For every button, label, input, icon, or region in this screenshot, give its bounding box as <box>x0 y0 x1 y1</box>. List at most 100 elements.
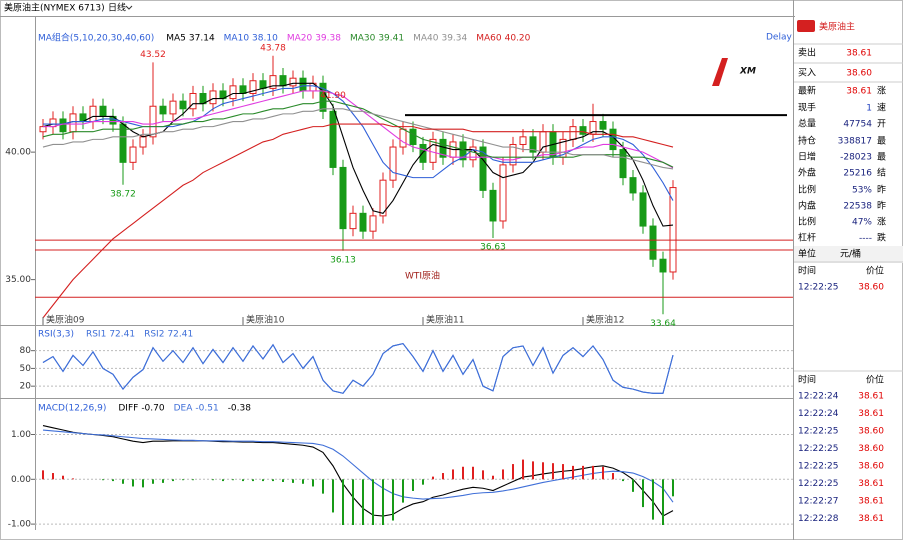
quote-value: 338817 <box>838 137 872 147</box>
x-tick-label: 美原油09 <box>46 314 85 326</box>
quote-side: 速 <box>877 103 886 114</box>
candle-body <box>539 131 547 153</box>
ma-line <box>42 108 674 170</box>
candle-body <box>659 258 667 273</box>
candle-body <box>619 149 627 179</box>
quote-value: 22538 <box>843 202 872 212</box>
trade-price: 38.60 <box>858 462 884 472</box>
quote-value: 47% <box>852 218 872 228</box>
quote-value: 47754 <box>843 120 872 130</box>
trade-price: 38.61 <box>858 497 884 507</box>
y-tick-label: 20 <box>20 382 32 392</box>
quote-label: 总量 <box>798 118 816 130</box>
legend-value: 38.10 <box>252 34 278 44</box>
quote-side: 结 <box>877 167 886 179</box>
candle-body <box>599 121 607 130</box>
quote-value: 38.60 <box>846 69 872 79</box>
ma-line <box>42 100 674 168</box>
unit-bg <box>794 246 903 263</box>
table-header: 时间 <box>798 374 816 386</box>
trade-time: 12:22:24 <box>798 392 839 402</box>
legend-value: 39.41 <box>378 34 404 44</box>
legend-value: 72.41 <box>109 330 135 340</box>
quote-label: 内盘 <box>798 200 816 212</box>
badge <box>797 20 815 32</box>
dropdown-arrow[interactable] <box>125 5 133 10</box>
low-label: 33.64 <box>650 319 676 329</box>
candle-body <box>639 192 647 227</box>
table-header: 价位 <box>866 374 884 386</box>
candle-body <box>129 146 137 163</box>
logo-text: XM <box>739 67 756 77</box>
low-label: 36.63 <box>480 243 506 253</box>
instrument-title: 美原油主(NYMEX 6713) <box>4 2 105 14</box>
candle-body <box>59 118 67 133</box>
candle-body <box>229 85 237 100</box>
candle-body <box>379 179 387 217</box>
candle-body <box>649 225 657 260</box>
candle-body <box>149 105 157 138</box>
period-selector[interactable]: 日线 <box>108 2 126 14</box>
high-label: 41.90 <box>320 91 346 101</box>
quote-label: 杠杆 <box>798 232 816 244</box>
legend-name: MA40 <box>413 34 439 44</box>
y-tick-label: 80 <box>20 346 32 356</box>
legend-name: MA5 <box>166 34 186 44</box>
candle-body <box>399 128 407 148</box>
quote-value: 1 <box>866 104 872 114</box>
candle-body <box>569 126 577 140</box>
candle-body <box>339 166 347 230</box>
candle-body <box>509 143 517 166</box>
legend-value: -0.51 <box>195 404 218 414</box>
ma-line <box>42 82 674 227</box>
candle-body <box>39 126 47 133</box>
trade-time: 12:22:25 <box>798 427 838 437</box>
quote-side: 开 <box>877 119 886 130</box>
trade-price: 38.61 <box>858 392 884 402</box>
quote-label: 日增 <box>798 151 816 163</box>
trade-price: 38.61 <box>858 479 884 489</box>
quote-side: 涨 <box>877 217 886 228</box>
table-header: 时间 <box>798 265 816 277</box>
candle-body <box>479 146 487 191</box>
candle-body <box>99 105 107 117</box>
plot-area <box>42 342 674 394</box>
quote-value: ---- <box>859 234 872 244</box>
macd-line <box>42 425 674 517</box>
trade-time: 12:22:25 <box>798 462 838 472</box>
candle-body <box>349 212 357 230</box>
trade-time: 12:22:25 <box>798 479 838 489</box>
candle-body <box>289 77 297 87</box>
delay-label: Delay <box>766 33 792 43</box>
quote-value: 38.61 <box>846 87 872 97</box>
quote-label: 现手 <box>798 102 816 114</box>
candle-body <box>319 82 327 112</box>
quote-label: 买入 <box>798 68 816 79</box>
quote-value: 53% <box>852 186 872 196</box>
quote-side: 昨 <box>877 184 886 196</box>
candle-body <box>529 136 537 153</box>
candle-body <box>369 215 377 232</box>
legend-title: RSI(3,3) <box>38 330 74 340</box>
quote-label: 最新 <box>798 85 816 97</box>
candle-body <box>259 80 267 89</box>
legend-value: 72.41 <box>167 330 193 340</box>
candle-body <box>669 187 677 273</box>
y-tick-label: 50 <box>20 364 32 374</box>
candle-body <box>299 77 307 92</box>
rsi-line <box>42 342 674 394</box>
candle-body <box>489 189 497 222</box>
candle-body <box>409 128 417 145</box>
quote-label: 外盘 <box>798 167 816 179</box>
quote-value: 38.61 <box>846 49 872 59</box>
candle-body <box>329 110 337 168</box>
quote-value: -28023 <box>840 153 872 163</box>
caption: WTI原油 <box>405 270 440 282</box>
legend-name: DEA <box>174 404 194 414</box>
panel-title: 美原油主 <box>819 21 855 33</box>
table-header: 价位 <box>866 265 884 277</box>
xm-logo: XM <box>708 48 788 92</box>
trade-price: 38.60 <box>858 427 884 437</box>
candle-body <box>629 177 637 194</box>
